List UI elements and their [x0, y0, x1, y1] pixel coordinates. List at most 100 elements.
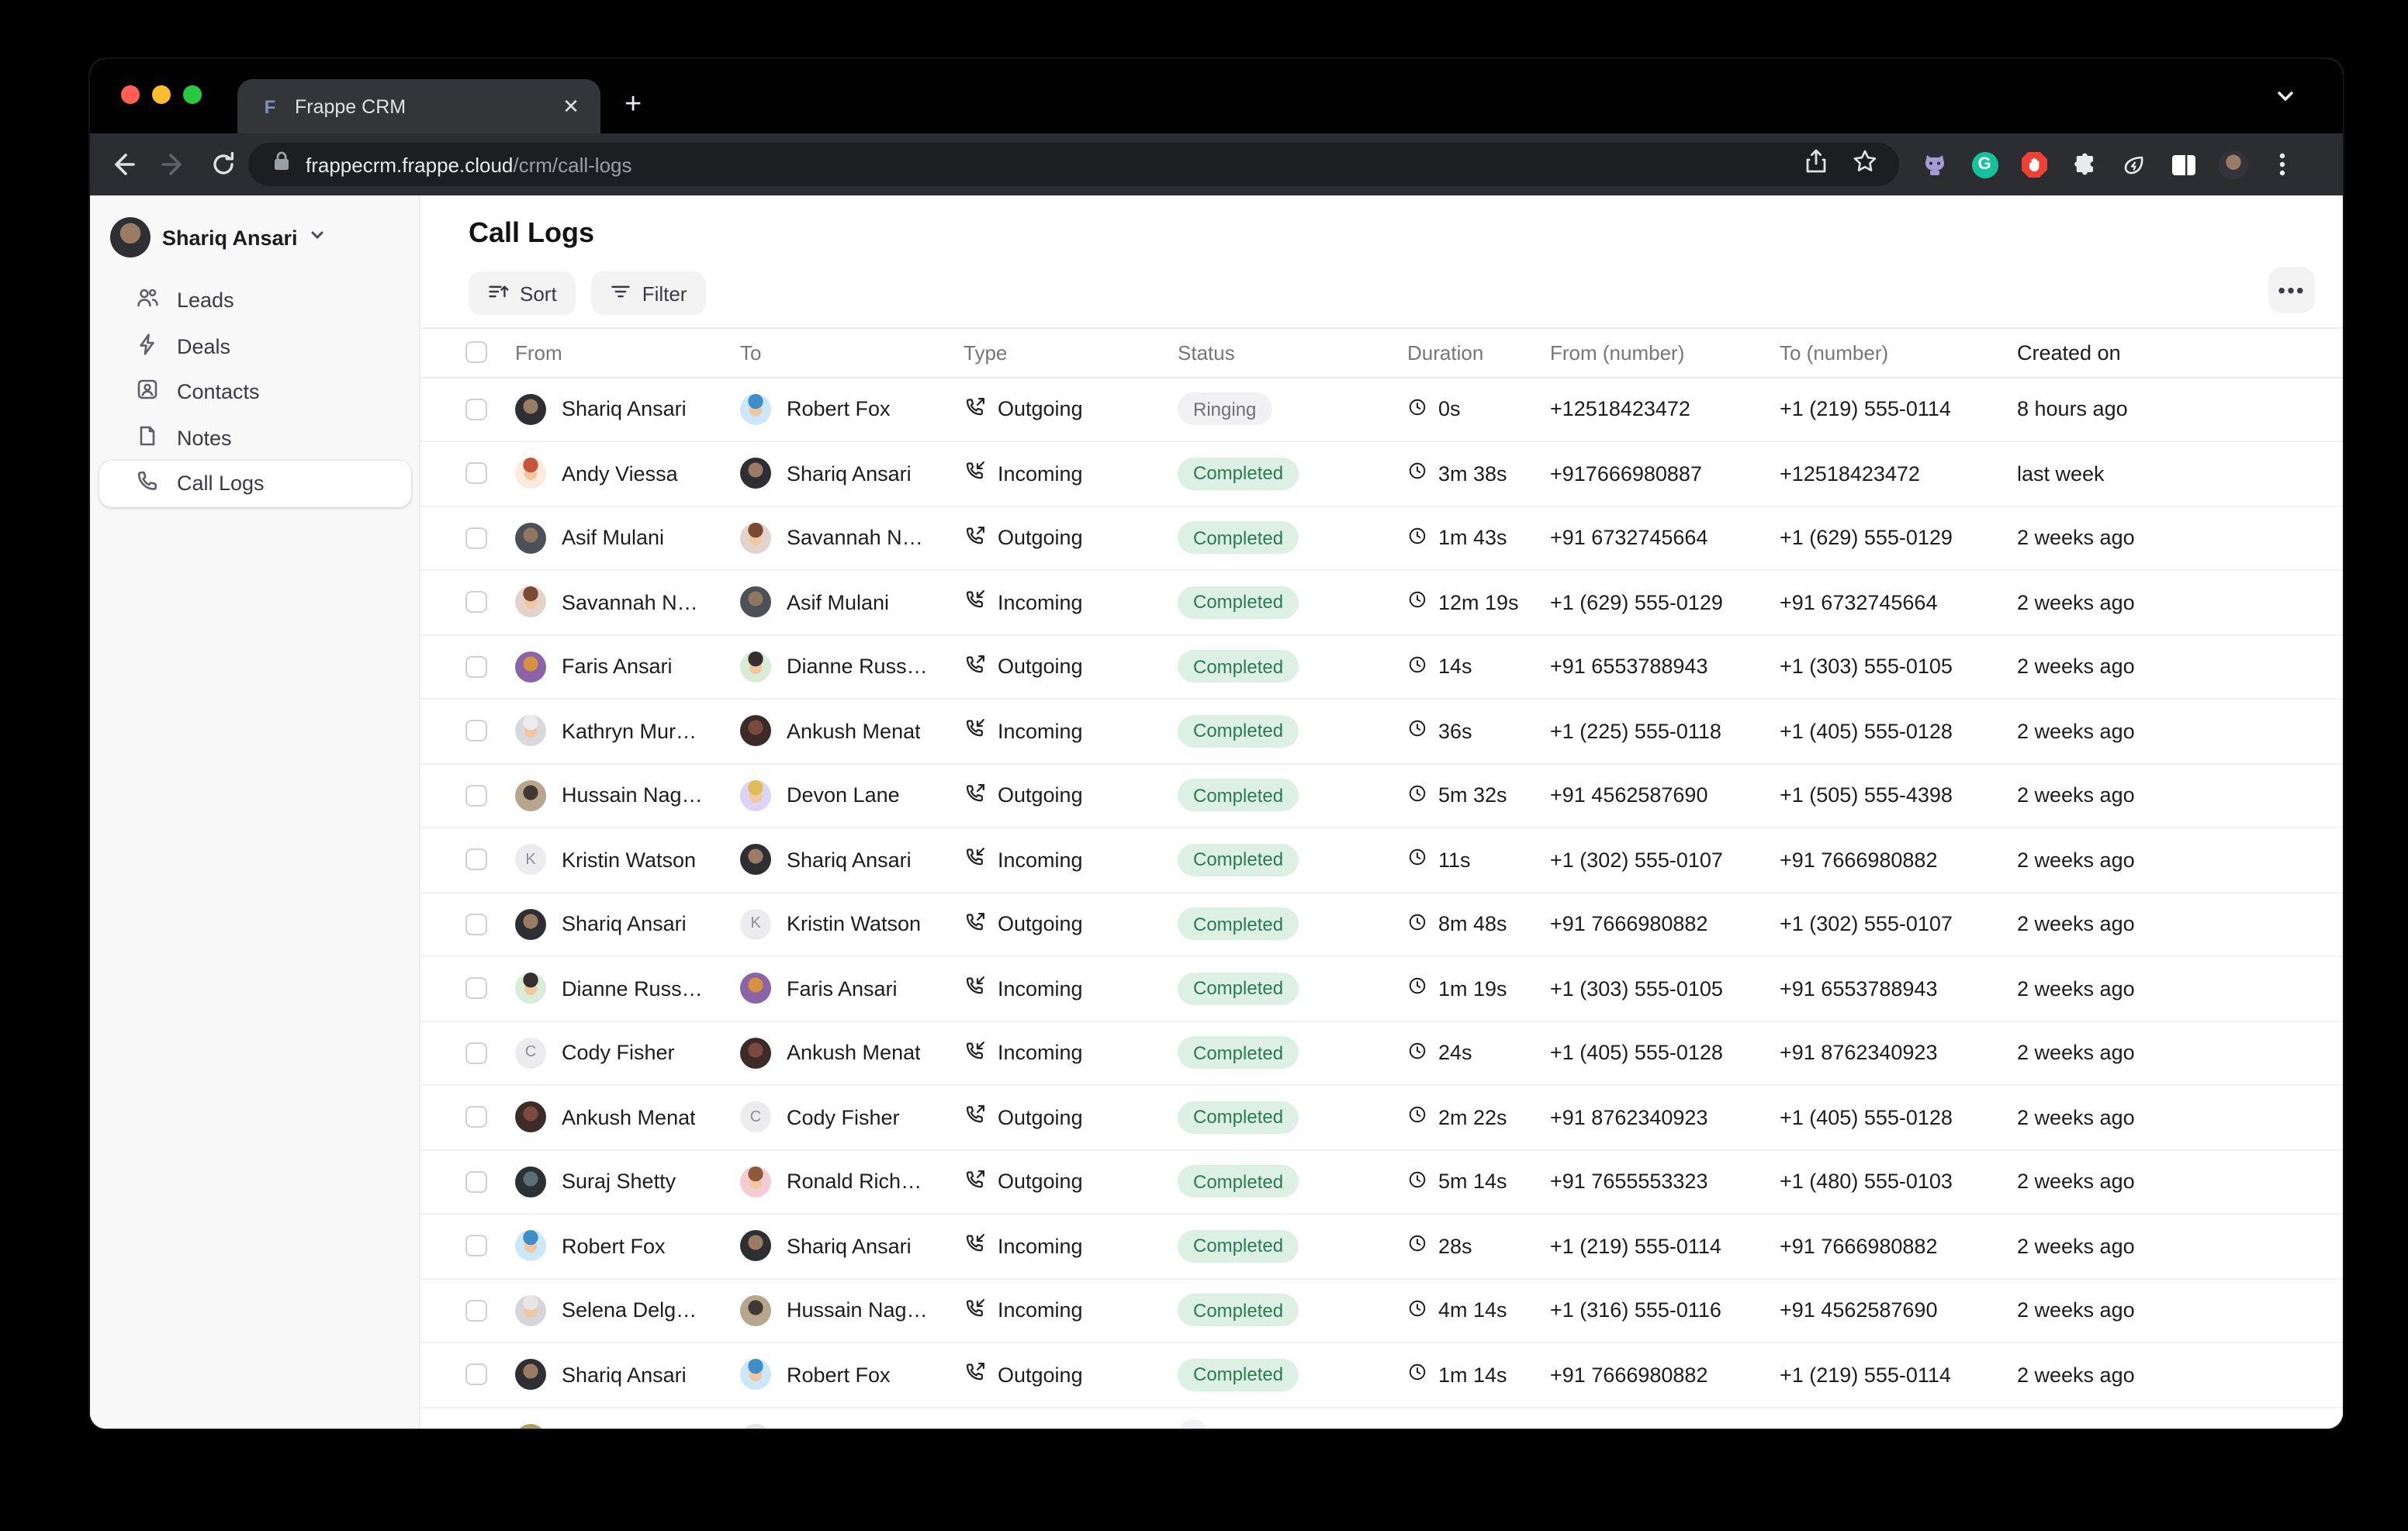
user-menu[interactable]: Shariq Ansari	[109, 217, 326, 257]
to-cell[interactable]: Shariq Ansari	[740, 844, 964, 876]
maximize-window-button[interactable]	[183, 85, 202, 104]
column-header-from-number[interactable]: From (number)	[1550, 340, 1685, 365]
table-row[interactable]: Shariq Ansari K Kristin Watson Outgoing Comp…	[420, 893, 2343, 957]
row-checkbox[interactable]	[465, 655, 487, 678]
sidebar-item-deals[interactable]: Deals	[99, 323, 411, 369]
sidebar-item-leads[interactable]: Leads	[99, 278, 411, 323]
column-header-to[interactable]: To	[740, 340, 762, 365]
forward-button[interactable]	[160, 150, 188, 178]
table-row[interactable]: Hussain Nag… Devon Lane Outgoing Completed 5…	[420, 764, 2343, 828]
to-cell[interactable]: Asif Mulani	[740, 586, 964, 618]
to-cell[interactable]: Dianne Russ…	[740, 651, 964, 683]
row-checkbox[interactable]	[465, 784, 487, 807]
row-checkbox[interactable]	[465, 1235, 487, 1257]
from-cell[interactable]: K Kristin Watson	[515, 844, 740, 876]
address-bar[interactable]: frappecrm.frappe.cloud/crm/call-logs	[248, 143, 1899, 186]
to-cell[interactable]: C Cody Fisher	[740, 1101, 964, 1133]
to-cell[interactable]: Robert Fox	[740, 393, 964, 425]
close-window-button[interactable]	[121, 85, 140, 104]
row-checkbox[interactable]	[465, 913, 487, 935]
adblock-icon[interactable]	[2019, 150, 2049, 179]
to-cell[interactable]: Ronald Rich…	[740, 1166, 964, 1197]
table-row[interactable]: Savannah N… Asif Mulani Incoming Completed 1…	[420, 571, 2343, 635]
menu-dots-icon[interactable]	[2268, 150, 2297, 179]
from-cell[interactable]: Suraj Shetty	[515, 1166, 740, 1197]
row-checkbox[interactable]	[465, 527, 487, 549]
share-icon[interactable]	[1804, 148, 1828, 181]
row-checkbox[interactable]	[465, 848, 487, 871]
to-cell[interactable]: Shariq Ansari	[740, 1230, 964, 1262]
from-cell[interactable]: Andy Viessa	[515, 458, 740, 489]
table-row[interactable]: Ankush Menat C Cody Fisher Outgoing Complete…	[420, 1086, 2343, 1150]
column-header-type[interactable]: Type	[964, 340, 1008, 365]
row-checkbox[interactable]	[465, 977, 487, 1000]
sidebar-item-contacts[interactable]: Contacts	[99, 369, 411, 415]
from-cell[interactable]: Kathryn Mur…	[515, 715, 740, 747]
row-checkbox[interactable]	[465, 720, 487, 742]
table-row[interactable]: Kathryn Mur… Ankush Menat Incoming Complete…	[420, 700, 2343, 764]
sidebar-item-call-logs[interactable]: Call Logs	[99, 461, 411, 506]
column-header-from[interactable]: From	[515, 340, 562, 365]
from-cell[interactable]: Selena Delg…	[515, 1294, 740, 1326]
row-checkbox[interactable]	[465, 398, 487, 420]
table-row[interactable]: Asif Mulani Savannah N… Outgoing Completed 1…	[420, 506, 2343, 571]
filter-button[interactable]: Filter	[590, 271, 706, 315]
extensions-puzzle-icon[interactable]	[2069, 150, 2098, 179]
bookmark-star-icon[interactable]	[1853, 148, 1877, 181]
select-all-checkbox[interactable]	[465, 341, 487, 364]
github-icon[interactable]	[1920, 150, 1950, 179]
from-cell[interactable]: Ankush Menat	[515, 1101, 740, 1133]
tab-close-icon[interactable]: ✕	[562, 94, 580, 117]
row-checkbox[interactable]	[465, 462, 487, 485]
to-cell[interactable]	[740, 1423, 964, 1428]
table-row[interactable]: Shariq Ansari Robert Fox Outgoing Ringing 0s…	[420, 378, 2343, 442]
new-tab-button[interactable]: +	[624, 88, 642, 120]
table-row[interactable]: Selena Delg… Hussain Nag… Incoming Complete…	[420, 1279, 2343, 1343]
reload-button[interactable]	[209, 150, 237, 178]
row-checkbox[interactable]	[465, 1042, 487, 1064]
from-cell[interactable]: Faris Ansari	[515, 651, 740, 683]
from-cell[interactable]: Savannah N…	[515, 586, 740, 618]
more-options-button[interactable]: •••	[2268, 267, 2315, 313]
back-button[interactable]	[109, 150, 137, 178]
ssl-lock-icon[interactable]	[273, 150, 290, 178]
browser-tab[interactable]: F Frappe CRM ✕	[237, 79, 600, 133]
minimize-window-button[interactable]	[152, 85, 171, 104]
table-row[interactable]: K Kristin Watson Shariq Ansari Incoming Comp…	[420, 828, 2343, 893]
to-cell[interactable]: Devon Lane	[740, 779, 964, 811]
from-cell[interactable]: Shariq Ansari	[515, 1359, 740, 1391]
sidebar-item-notes[interactable]: Notes	[99, 415, 411, 461]
to-cell[interactable]: Savannah N…	[740, 522, 964, 554]
to-cell[interactable]: Faris Ansari	[740, 973, 964, 1004]
sort-button[interactable]: Sort	[469, 271, 576, 315]
to-cell[interactable]: Hussain Nag…	[740, 1294, 964, 1326]
browser-profile-avatar[interactable]	[2218, 150, 2247, 179]
grammarly-icon[interactable]: G	[1970, 150, 1999, 179]
row-checkbox[interactable]	[465, 1363, 487, 1386]
to-cell[interactable]: Ankush Menat	[740, 1037, 964, 1069]
table-row[interactable]: Faris Ansari Dianne Russ… Outgoing Complete…	[420, 635, 2343, 700]
table-row[interactable]: Dianne Russ… Faris Ansari Incoming Complete…	[420, 957, 2343, 1021]
from-cell[interactable]: Hussain Nag…	[515, 779, 740, 811]
table-row[interactable]: Robert Fox Shariq Ansari Incoming Completed…	[420, 1215, 2343, 1279]
column-header-to-number[interactable]: To (number)	[1780, 340, 1889, 365]
from-cell[interactable]: Asif Mulani	[515, 522, 740, 554]
table-row[interactable]: C Cody Fisher Ankush Menat Incoming Complete…	[420, 1021, 2343, 1086]
column-header-created-on[interactable]: Created on	[2017, 340, 2121, 365]
row-checkbox[interactable]	[465, 1299, 487, 1322]
to-cell[interactable]: Robert Fox	[740, 1359, 964, 1391]
column-header-duration[interactable]: Duration	[1407, 340, 1484, 365]
from-cell[interactable]: Robert Fox	[515, 1230, 740, 1262]
from-cell[interactable]: C Cody Fisher	[515, 1037, 740, 1069]
from-cell[interactable]: Shariq Ansari	[515, 908, 740, 940]
table-row[interactable]: Suraj Shetty Ronald Rich… Outgoing Complete…	[420, 1150, 2343, 1215]
from-cell[interactable]: Shariq Ansari	[515, 393, 740, 425]
column-header-status[interactable]: Status	[1178, 340, 1235, 365]
table-row[interactable]	[420, 1408, 2343, 1428]
table-row[interactable]: Shariq Ansari Robert Fox Outgoing Completed…	[420, 1343, 2343, 1408]
row-checkbox[interactable]	[465, 1170, 487, 1193]
energy-saver-icon[interactable]	[2119, 150, 2148, 179]
row-checkbox[interactable]	[465, 1106, 487, 1128]
to-cell[interactable]: Shariq Ansari	[740, 458, 964, 489]
from-cell[interactable]	[515, 1423, 740, 1428]
